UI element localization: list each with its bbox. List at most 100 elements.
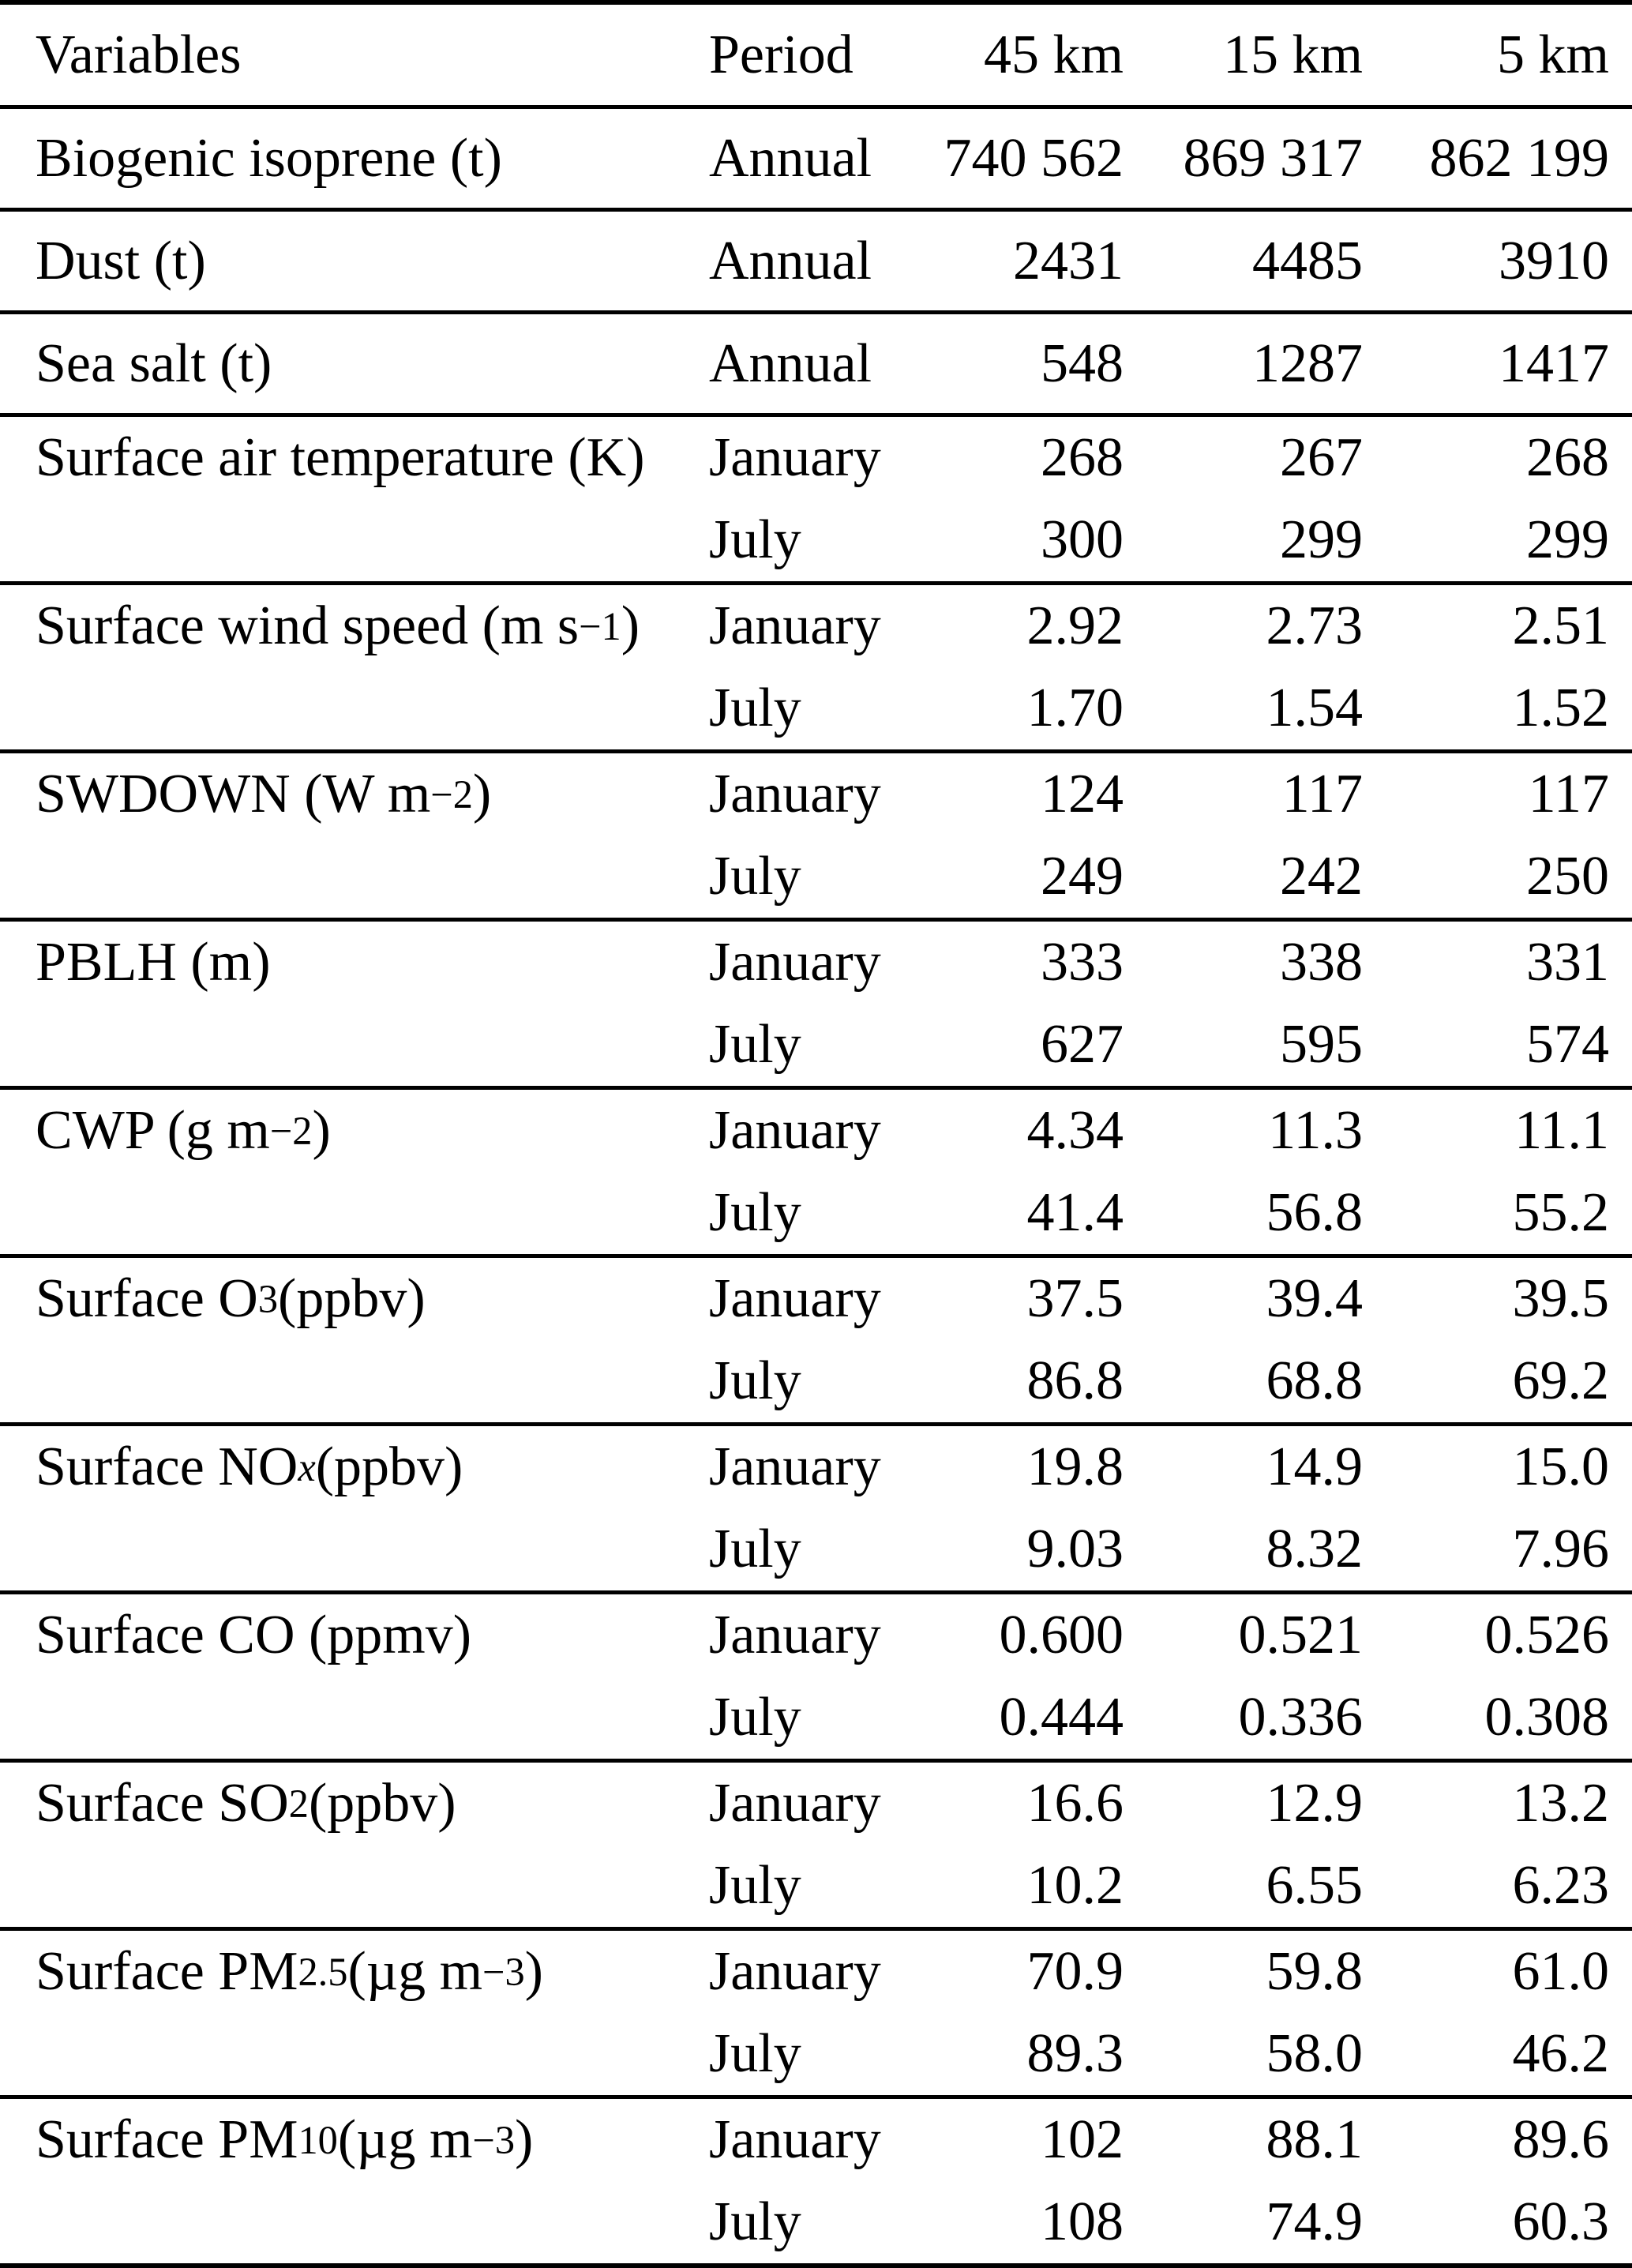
value-cell: 39.5	[1512, 1268, 1610, 1329]
value-cell: 61.0	[1512, 1941, 1610, 2002]
table-row: Dust (t) Annual 2431 4485 3910	[0, 208, 1632, 310]
table-bottom-rule	[0, 2263, 1632, 2268]
row-line: July 249 242 250	[709, 835, 1609, 918]
row-line: January 124 117 117	[709, 753, 1609, 835]
period-cell: January	[709, 1100, 881, 1161]
table-row: Surface NO x (ppbv) January 19.8 14.9 15.0 Jul…	[0, 1422, 1632, 1590]
value-cell: 740 562	[944, 127, 1124, 189]
period-cell: January	[709, 1436, 881, 1497]
period-cell: July	[709, 1687, 801, 1748]
table-row: Surface CO (ppmv) January 0.600 0.521 0.526 J…	[0, 1590, 1632, 1759]
row-lines: Annual 548 1287 1417	[709, 314, 1632, 413]
value-cell: 869 317	[1183, 127, 1364, 189]
row-lines: January 0.600 0.521 0.526 July 0.444 0.336 0.30…	[709, 1594, 1632, 1759]
variable-label: Surface NO x (ppbv)	[36, 1436, 463, 1497]
value-cell: 300	[1041, 509, 1124, 570]
value-cell: 60.3	[1512, 2191, 1610, 2252]
variable-label: Biogenic isoprene (t)	[36, 127, 502, 189]
period-cell: January	[709, 2109, 881, 2170]
value-cell: 46.2	[1512, 2023, 1610, 2084]
value-cell: 1417	[1499, 332, 1609, 394]
period-cell: July	[709, 509, 801, 570]
row-line: July 300 299 299	[709, 499, 1609, 581]
value-cell: 10.2	[1026, 1855, 1124, 1916]
value-cell: 41.4	[1026, 1182, 1124, 1243]
value-cell: 267	[1280, 427, 1363, 488]
value-cell: 4485	[1252, 230, 1363, 291]
value-cell: 68.8	[1266, 1350, 1364, 1411]
row-line: Annual 548 1287 1417	[709, 314, 1609, 413]
row-line: July 86.8 68.8 69.2	[709, 1340, 1609, 1422]
period-cell: July	[709, 1519, 801, 1579]
row-line: July 1.70 1.54 1.52	[709, 667, 1609, 749]
row-line: January 2.92 2.73 2.51	[709, 585, 1609, 667]
value-cell: 0.526	[1484, 1605, 1610, 1665]
value-cell: 6.55	[1266, 1855, 1364, 1916]
period-cell: January	[709, 427, 881, 488]
row-line: July 9.03 8.32 7.96	[709, 1508, 1609, 1590]
value-cell: 19.8	[1026, 1436, 1124, 1497]
value-cell: 1287	[1252, 332, 1363, 394]
row-lines: January 102 88.1 89.6 July 108 74.9 60.3	[709, 2099, 1632, 2263]
value-cell: 15.0	[1512, 1436, 1610, 1497]
row-line: Annual 2431 4485 3910	[709, 212, 1609, 310]
column-header-5km: 5 km	[1497, 24, 1609, 85]
value-cell: 627	[1041, 1014, 1124, 1075]
period-cell: July	[709, 1350, 801, 1411]
period-cell: July	[709, 2191, 801, 2252]
value-cell: 16.6	[1026, 1773, 1124, 1834]
row-line: January 4.34 11.3 11.1	[709, 1090, 1609, 1172]
value-cell: 74.9	[1266, 2191, 1364, 2252]
row-lines: January 16.6 12.9 13.2 July 10.2 6.55 6.23	[709, 1763, 1632, 1927]
row-line: January 37.5 39.4 39.5	[709, 1258, 1609, 1340]
value-cell: 242	[1280, 846, 1363, 907]
variable-label: SWDOWN (W m −2)	[36, 764, 492, 824]
variable-label: PBLH (m)	[36, 932, 271, 993]
period-cell: July	[709, 1182, 801, 1243]
row-lines: January 333 338 331 July 627 595 574	[709, 922, 1632, 1086]
table-top-rule	[0, 0, 1632, 5]
value-cell: 13.2	[1512, 1773, 1610, 1834]
value-cell: 1.52	[1512, 678, 1610, 738]
value-cell: 299	[1526, 509, 1609, 570]
value-cell: 8.32	[1266, 1519, 1364, 1579]
value-cell: 89.3	[1026, 2023, 1124, 2084]
value-cell: 11.3	[1268, 1100, 1363, 1161]
value-cell: 0.600	[999, 1605, 1124, 1665]
row-line: Annual 740 562 869 317 862 199	[709, 109, 1609, 208]
row-lines: January 19.8 14.9 15.0 July 9.03 8.32 7.96	[709, 1426, 1632, 1590]
value-cell: 862 199	[1429, 127, 1610, 189]
value-cell: 2.51	[1512, 595, 1610, 656]
value-cell: 1.54	[1266, 678, 1364, 738]
value-cell: 9.03	[1026, 1519, 1124, 1579]
value-cell: 108	[1041, 2191, 1124, 2252]
row-line: January 70.9 59.8 61.0	[709, 1931, 1609, 2013]
variable-label: Surface SO 2 (ppbv)	[36, 1773, 456, 1834]
value-cell: 574	[1526, 1014, 1609, 1075]
period-cell: July	[709, 2023, 801, 2084]
value-cell: 59.8	[1266, 1941, 1364, 2002]
value-cell: 89.6	[1512, 2109, 1610, 2170]
row-line: January 268 267 268	[709, 417, 1609, 499]
value-cell: 331	[1526, 932, 1609, 993]
value-cell: 250	[1526, 846, 1609, 907]
value-cell: 117	[1281, 764, 1363, 824]
value-cell: 0.336	[1238, 1687, 1364, 1748]
value-cell: 7.96	[1512, 1519, 1610, 1579]
table-row: Biogenic isoprene (t) Annual 740 562 869 31…	[0, 105, 1632, 208]
variable-label: CWP (g m −2)	[36, 1100, 331, 1161]
row-line: July 10.2 6.55 6.23	[709, 1845, 1609, 1927]
table-row: Sea salt (t) Annual 548 1287 1417	[0, 310, 1632, 413]
column-header-45km: 45 km	[984, 24, 1124, 85]
value-cell: 69.2	[1512, 1350, 1610, 1411]
column-header-period: Period	[709, 24, 854, 85]
value-cell: 548	[1041, 332, 1124, 394]
value-cell: 124	[1041, 764, 1124, 824]
row-lines: January 70.9 59.8 61.0 July 89.3 58.0 46.2	[709, 1931, 1632, 2095]
period-cell: July	[709, 846, 801, 907]
variable-label: Sea salt (t)	[36, 332, 272, 394]
period-cell: Annual	[709, 230, 872, 291]
period-cell: Annual	[709, 332, 872, 394]
